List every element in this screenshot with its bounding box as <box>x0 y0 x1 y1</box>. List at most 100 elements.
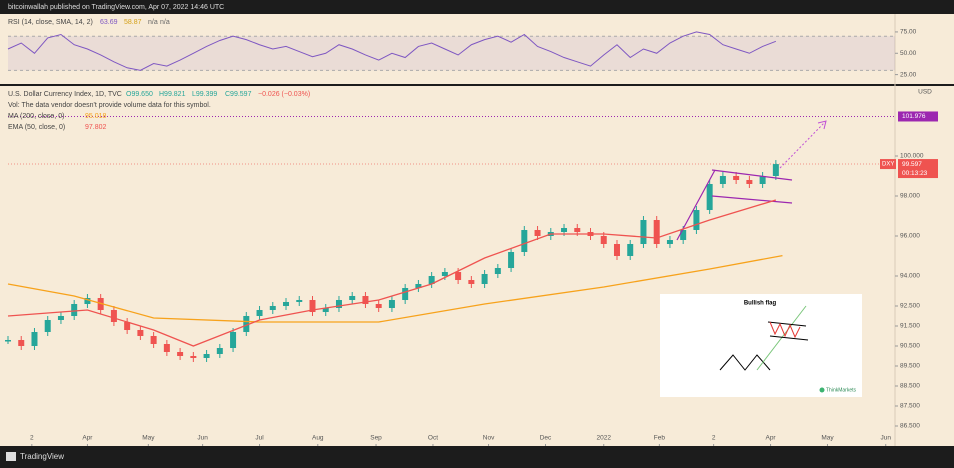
candle <box>402 288 409 300</box>
candle <box>150 336 157 344</box>
candle <box>455 272 462 280</box>
series-line <box>7 31 777 71</box>
x-tick-label: Jun <box>880 435 891 442</box>
readout: 63.69 <box>100 19 118 26</box>
x-tick-label: Oct <box>428 435 438 442</box>
x-tick-label: Dec <box>540 435 552 442</box>
x-tick-label: Apr <box>765 435 776 442</box>
legend-name: EMA (50, close, 0) <box>8 124 65 131</box>
candle <box>124 322 131 330</box>
title: U.S. Dollar Currency Index, 1D, TVC <box>8 91 122 98</box>
candle <box>296 300 303 302</box>
projection-arrow <box>779 121 826 169</box>
candle <box>190 356 197 358</box>
unit: USD <box>918 89 932 96</box>
y-tick-label: 100.000 <box>900 153 924 160</box>
candle <box>388 300 395 308</box>
inset-box <box>660 294 862 397</box>
candle <box>375 304 382 308</box>
y-tick-label: 89.500 <box>900 363 920 370</box>
countdown: 00:13:23 <box>902 170 928 177</box>
inset-brand: ThinkMarkets <box>826 387 857 393</box>
target-tag <box>898 111 938 122</box>
x-tick-label: Sep <box>370 435 382 442</box>
y-tick-label: 90.500 <box>900 343 920 350</box>
y-tick-label: 98.000 <box>900 193 920 200</box>
candle <box>600 236 607 244</box>
rsi-pane <box>0 14 954 84</box>
candle <box>309 300 316 312</box>
price-label: 99.597 <box>902 161 922 168</box>
candle <box>163 344 170 352</box>
x-tick-label: Jun <box>197 435 208 442</box>
indicator-label: RSI (14, close, SMA, 14, 2) <box>8 19 93 26</box>
candle <box>746 180 753 184</box>
candle <box>177 352 184 356</box>
rsi-band <box>8 36 895 71</box>
x-tick-label: May <box>142 435 155 442</box>
x-tick-label: Apr <box>82 435 93 442</box>
candle <box>521 230 528 252</box>
y-tick-label: 92.500 <box>900 303 920 310</box>
x-tick-label: 2 <box>712 435 716 442</box>
inset: Bullish flag ThinkMarkets <box>660 294 862 397</box>
candle <box>680 230 687 240</box>
candle <box>71 304 78 316</box>
candle <box>110 310 117 322</box>
candle <box>508 252 515 268</box>
candle <box>44 320 51 332</box>
target-label: 101.976 <box>902 113 926 120</box>
candle <box>322 308 329 312</box>
candle <box>415 284 422 288</box>
x-tick-label: Feb <box>654 435 666 442</box>
inset-pole <box>756 305 807 371</box>
candle <box>335 300 342 308</box>
x-tick-label: 2 <box>30 435 34 442</box>
candle <box>428 276 435 284</box>
inset-zigzag <box>719 354 771 371</box>
candle <box>256 310 263 316</box>
candle <box>653 220 660 244</box>
candle <box>666 240 673 244</box>
candle <box>5 340 11 342</box>
candle <box>468 280 475 284</box>
y-tick-label: 87.500 <box>900 403 920 410</box>
candle <box>574 228 581 232</box>
y-tick-label: 91.500 <box>900 323 920 330</box>
candle <box>613 244 620 256</box>
candle <box>18 340 25 346</box>
inset-flag-bottom <box>769 335 809 341</box>
inset-logo <box>819 387 825 393</box>
candle <box>362 296 369 304</box>
candle <box>283 302 290 306</box>
y-tick-label: 75.00 <box>900 29 917 36</box>
y-tick-label: 96.000 <box>900 233 920 240</box>
legend-value: 97.802 <box>85 124 107 131</box>
candle <box>733 176 740 180</box>
x-tick-label: May <box>821 435 834 442</box>
series-line <box>7 199 777 347</box>
x-tick-label: Nov <box>483 435 495 442</box>
candle <box>216 348 223 354</box>
candle <box>759 176 766 184</box>
y-tick-label: 25.00 <box>900 71 917 78</box>
ohlc: −0.026 (−0.03%) <box>258 91 310 98</box>
candle <box>243 316 250 332</box>
x-tick-label: Jul <box>255 435 264 442</box>
y-tick-label: 94.000 <box>900 273 920 280</box>
candle <box>561 228 568 232</box>
flag-top <box>711 169 793 181</box>
candle <box>640 220 647 244</box>
candle <box>494 268 501 274</box>
candle <box>57 316 64 320</box>
footer-brand: TradingView <box>20 452 64 461</box>
series-line <box>7 255 783 323</box>
readout: n/a <box>148 19 158 26</box>
ohlc: H99.821 <box>159 91 186 98</box>
candle <box>31 332 38 346</box>
ohlc: O99.650 <box>126 91 153 98</box>
x-tick-label: Aug <box>312 435 324 442</box>
candle <box>719 176 726 184</box>
y-tick-label: 86.500 <box>900 423 920 430</box>
